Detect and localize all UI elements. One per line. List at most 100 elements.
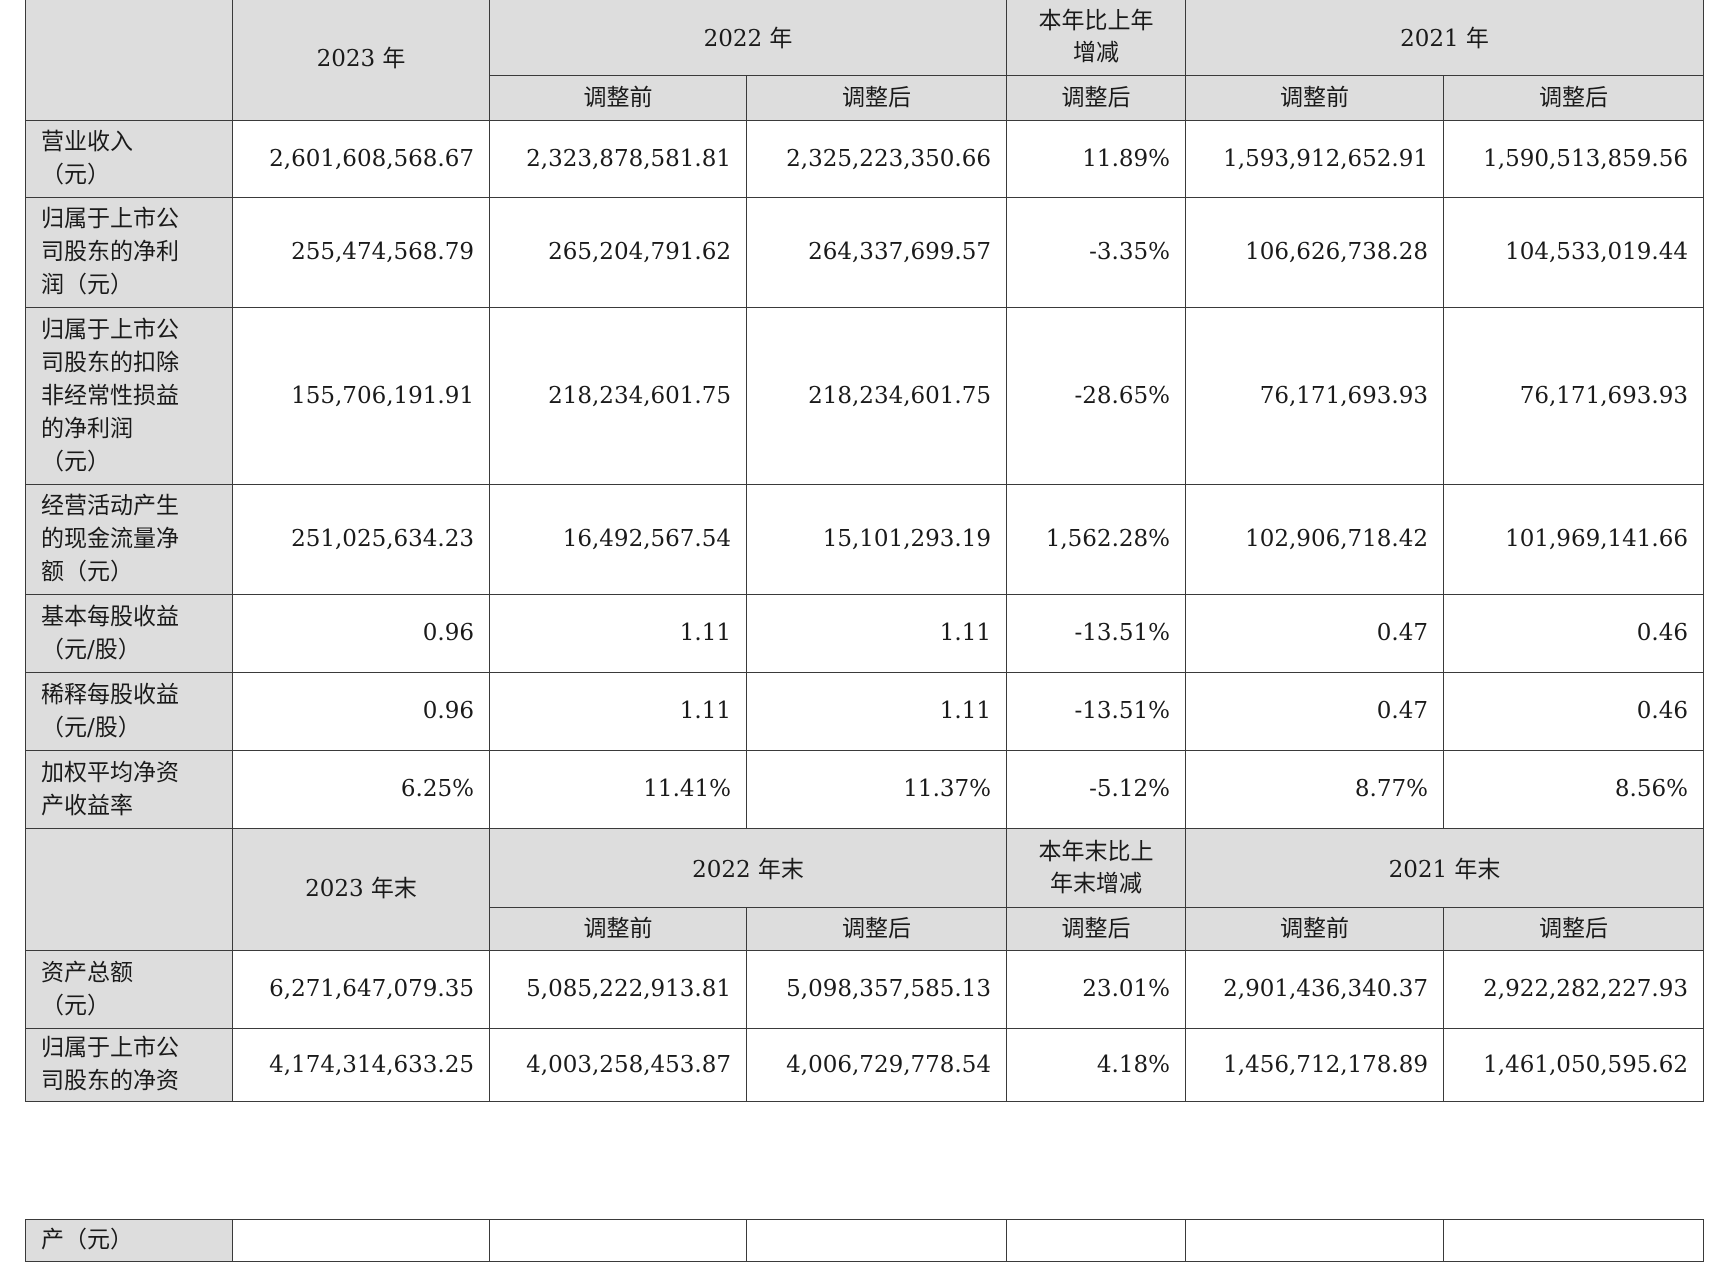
cell-v2022-before: 11.41% bbox=[489, 750, 747, 829]
cell-v2023: 6,271,647,079.35 bbox=[232, 950, 490, 1029]
header-year-2022: 2022 年 bbox=[489, 0, 1007, 76]
table-row: 加权平均净资 产收益率 6.25% 11.41% 11.37% -5.12% 8.77% 8… bbox=[25, 750, 1704, 829]
empty-cell bbox=[1006, 1219, 1186, 1262]
continuation-label: 产（元） bbox=[25, 1219, 233, 1262]
header-year-2021: 2021 年 bbox=[1185, 0, 1704, 76]
cell-v2021-before: 0.47 bbox=[1185, 672, 1444, 751]
cell-v2021-before: 102,906,718.42 bbox=[1185, 484, 1444, 595]
cell-v2021-after: 76,171,693.93 bbox=[1443, 307, 1704, 485]
cell-v2022-after: 218,234,601.75 bbox=[746, 307, 1007, 485]
table-row: 稀释每股收益 （元/股） 0.96 1.11 1.11 -13.51% 0.47 0.46 bbox=[25, 672, 1704, 751]
subheader-row: 调整前 调整后 调整后 调整前 调整后 bbox=[26, 907, 1704, 951]
header-year-2023: 2023 年末 bbox=[232, 828, 490, 951]
empty-cell bbox=[1185, 1219, 1444, 1262]
cell-v2022-after: 11.37% bbox=[746, 750, 1007, 829]
cell-v2021-before: 106,626,738.28 bbox=[1185, 197, 1444, 308]
cell-v2023: 2,601,608,568.67 bbox=[232, 120, 490, 198]
subheader-change-after: 调整后 bbox=[1006, 75, 1186, 121]
cell-change: -13.51% bbox=[1006, 594, 1186, 673]
cell-change: -3.35% bbox=[1006, 197, 1186, 308]
row-label: 加权平均净资 产收益率 bbox=[25, 750, 233, 829]
cell-v2021-before: 1,593,912,652.91 bbox=[1185, 120, 1444, 198]
row-label: 经营活动产生 的现金流量净 额（元） bbox=[25, 484, 233, 595]
row-label: 归属于上市公 司股东的净资 bbox=[25, 1028, 233, 1102]
header-change: 本年比上年 增减 bbox=[1006, 0, 1186, 76]
table-row: 归属于上市公 司股东的扣除 非经常性损益 的净利润 （元） 155,706,191… bbox=[25, 307, 1704, 485]
header-year-2021: 2021 年末 bbox=[1185, 828, 1704, 908]
cell-v2022-before: 265,204,791.62 bbox=[489, 197, 747, 308]
table-row: 归属于上市公 司股东的净资 4,174,314,633.25 4,003,258,4… bbox=[25, 1028, 1704, 1102]
cell-v2022-after: 1.11 bbox=[746, 594, 1007, 673]
header-corner-cell bbox=[25, 828, 233, 951]
subheader-2021-before: 调整前 bbox=[1185, 75, 1444, 121]
cell-v2022-after: 4,006,729,778.54 bbox=[746, 1028, 1007, 1102]
cell-v2022-after: 15,101,293.19 bbox=[746, 484, 1007, 595]
cell-v2023: 6.25% bbox=[232, 750, 490, 829]
cell-v2021-after: 8.56% bbox=[1443, 750, 1704, 829]
header-corner-cell bbox=[25, 0, 233, 121]
header-year-2022: 2022 年末 bbox=[489, 828, 1007, 908]
cell-v2022-after: 2,325,223,350.66 bbox=[746, 120, 1007, 198]
cell-v2023: 4,174,314,633.25 bbox=[232, 1028, 490, 1102]
header-row: 2023 年末 2022 年末 本年末比上 年末增减 2021 年末 bbox=[25, 828, 1704, 951]
cell-change: 23.01% bbox=[1006, 950, 1186, 1029]
cell-v2021-after: 0.46 bbox=[1443, 672, 1704, 751]
row-label: 资产总额 （元） bbox=[25, 950, 233, 1029]
cell-v2023: 155,706,191.91 bbox=[232, 307, 490, 485]
cell-v2021-after: 104,533,019.44 bbox=[1443, 197, 1704, 308]
empty-cell bbox=[489, 1219, 747, 1262]
cell-v2022-before: 218,234,601.75 bbox=[489, 307, 747, 485]
table-row: 基本每股收益 （元/股） 0.96 1.11 1.11 -13.51% 0.47 0.46 bbox=[25, 594, 1704, 673]
table-row: 经营活动产生 的现金流量净 额（元） 251,025,634.23 16,492,5… bbox=[25, 484, 1704, 595]
table-row: 资产总额 （元） 6,271,647,079.35 5,085,222,913.81… bbox=[25, 950, 1704, 1029]
cell-change: 4.18% bbox=[1006, 1028, 1186, 1102]
cell-v2022-before: 5,085,222,913.81 bbox=[489, 950, 747, 1029]
row-label: 营业收入 （元） bbox=[25, 120, 233, 198]
row-label: 稀释每股收益 （元/股） bbox=[25, 672, 233, 751]
cell-v2021-before: 1,456,712,178.89 bbox=[1185, 1028, 1444, 1102]
table-row: 营业收入 （元） 2,601,608,568.67 2,323,878,581.81… bbox=[25, 120, 1704, 198]
subheader-2022-before: 调整前 bbox=[489, 75, 747, 121]
cell-v2021-after: 0.46 bbox=[1443, 594, 1704, 673]
cell-v2022-before: 2,323,878,581.81 bbox=[489, 120, 747, 198]
cell-change: -5.12% bbox=[1006, 750, 1186, 829]
table-row: 归属于上市公 司股东的净利 润（元） 255,474,568.79 265,204,… bbox=[25, 197, 1704, 308]
header-change: 本年末比上 年末增减 bbox=[1006, 828, 1186, 908]
cell-v2022-before: 1.11 bbox=[489, 594, 747, 673]
cell-v2021-before: 2,901,436,340.37 bbox=[1185, 950, 1444, 1029]
subheader-2021-after: 调整后 bbox=[1443, 907, 1704, 951]
subheader-change-after: 调整后 bbox=[1006, 907, 1186, 951]
subheader-2022-before: 调整前 bbox=[489, 907, 747, 951]
cell-v2023: 251,025,634.23 bbox=[232, 484, 490, 595]
cell-v2021-before: 0.47 bbox=[1185, 594, 1444, 673]
cell-change: 11.89% bbox=[1006, 120, 1186, 198]
subheader-2021-after: 调整后 bbox=[1443, 75, 1704, 121]
cell-v2021-after: 2,922,282,227.93 bbox=[1443, 950, 1704, 1029]
cell-change: 1,562.28% bbox=[1006, 484, 1186, 595]
cell-v2022-after: 1.11 bbox=[746, 672, 1007, 751]
cell-v2021-after: 1,590,513,859.56 bbox=[1443, 120, 1704, 198]
header-row: 2023 年 2022 年本年比上年 增减 2021 年 bbox=[25, 0, 1704, 121]
subheader-2022-after: 调整后 bbox=[746, 907, 1007, 951]
header-year-2023: 2023 年 bbox=[232, 0, 490, 121]
row-label: 归属于上市公 司股东的扣除 非经常性损益 的净利润 （元） bbox=[25, 307, 233, 485]
cell-change: -13.51% bbox=[1006, 672, 1186, 751]
row-label: 归属于上市公 司股东的净利 润（元） bbox=[25, 197, 233, 308]
cell-v2021-after: 1,461,050,595.62 bbox=[1443, 1028, 1704, 1102]
subheader-2021-before: 调整前 bbox=[1185, 907, 1444, 951]
cell-v2022-after: 5,098,357,585.13 bbox=[746, 950, 1007, 1029]
cell-v2022-after: 264,337,699.57 bbox=[746, 197, 1007, 308]
financial-summary-table: 2023 年 2022 年本年比上年 增减 2021 年调整前 调整后 调整后 调整前 调整… bbox=[25, 0, 1704, 1102]
subheader-row: 调整前 调整后 调整后 调整前 调整后 bbox=[26, 75, 1704, 121]
cell-v2022-before: 4,003,258,453.87 bbox=[489, 1028, 747, 1102]
cell-v2023: 0.96 bbox=[232, 672, 490, 751]
cell-v2023: 0.96 bbox=[232, 594, 490, 673]
subheader-2022-after: 调整后 bbox=[746, 75, 1007, 121]
cell-v2021-after: 101,969,141.66 bbox=[1443, 484, 1704, 595]
cell-v2022-before: 1.11 bbox=[489, 672, 747, 751]
cell-v2021-before: 8.77% bbox=[1185, 750, 1444, 829]
empty-cell bbox=[232, 1219, 490, 1262]
continuation-table: 产（元） bbox=[25, 1219, 1704, 1262]
row-label: 基本每股收益 （元/股） bbox=[25, 594, 233, 673]
cell-v2021-before: 76,171,693.93 bbox=[1185, 307, 1444, 485]
